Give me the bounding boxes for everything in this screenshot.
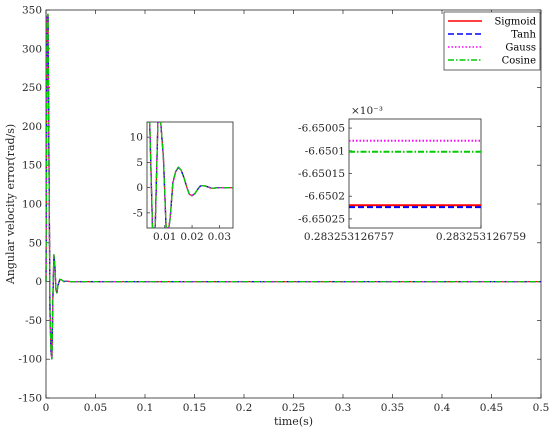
inset2-y-tick-label: -6.65005: [298, 123, 345, 135]
y-tick-label: 200: [22, 121, 42, 133]
x-tick-label: 0.45: [480, 402, 503, 414]
inset-y-tick-label: 10: [130, 132, 143, 144]
inset-series-line-cosine: [147, 122, 233, 228]
inset-y-tick-label: 5: [136, 157, 143, 169]
inset-y-tick-label: 0: [136, 182, 143, 194]
x-tick-label: 0.05: [84, 402, 107, 414]
y-tick-label: 250: [22, 82, 42, 94]
legend-label: Tanh: [511, 30, 536, 41]
x-tick-label: 0.35: [381, 402, 404, 414]
y-tick-label: 350: [22, 5, 42, 17]
x-tick-label: 0.4: [434, 402, 451, 414]
y-tick-label: -100: [18, 354, 42, 366]
y-tick-label: 100: [22, 199, 42, 211]
inset-y-tick-label: -5: [133, 207, 143, 219]
inset-x-tick-label: 0.03: [208, 231, 231, 243]
y-tick-label: -150: [18, 393, 42, 405]
inset2-y-tick-label: -6.65015: [298, 168, 345, 180]
x-tick-label: 0.15: [183, 402, 206, 414]
x-axis-label: time(s): [274, 415, 313, 428]
inset2-y-tick-label: -6.6501: [305, 145, 345, 157]
inset-x-tick-label: 0.02: [180, 231, 203, 243]
inset2-x-tick-label: 0.283253126759: [436, 231, 526, 243]
y-axis-label: Angular velocity error(rad/s): [4, 124, 17, 285]
inset-exponent-label: ×10⁻³: [351, 105, 383, 117]
inset-zoom-plot: [146, 121, 234, 229]
x-tick-label: 0: [43, 402, 50, 414]
y-tick-label: 50: [29, 237, 42, 249]
y-tick-label: 0: [35, 276, 42, 288]
x-tick-label: 0.3: [335, 402, 352, 414]
legend-label: Sigmoid: [494, 17, 536, 28]
inset2-y-tick-label: -6.6502: [305, 191, 345, 203]
inset2-y-tick-label: -6.65025: [298, 213, 345, 225]
x-tick-label: 0.25: [282, 402, 305, 414]
inset-detail-plot: [348, 118, 482, 229]
series-line-cosine: [45, 13, 541, 360]
x-tick-label: 0.1: [137, 402, 154, 414]
inset-x-tick-label: 0.01: [153, 231, 176, 243]
y-tick-label: 300: [22, 43, 42, 55]
y-tick-label: -50: [25, 315, 42, 327]
y-tick-label: 150: [22, 160, 42, 172]
x-tick-label: 0.2: [236, 402, 253, 414]
inset-zoom-lines: [147, 122, 233, 228]
legend-label: Gauss: [505, 43, 536, 54]
x-tick-label: 0.5: [533, 402, 550, 414]
legend-label: Cosine: [502, 56, 536, 67]
inset2-x-tick-label: 0.283253126757: [304, 231, 394, 243]
